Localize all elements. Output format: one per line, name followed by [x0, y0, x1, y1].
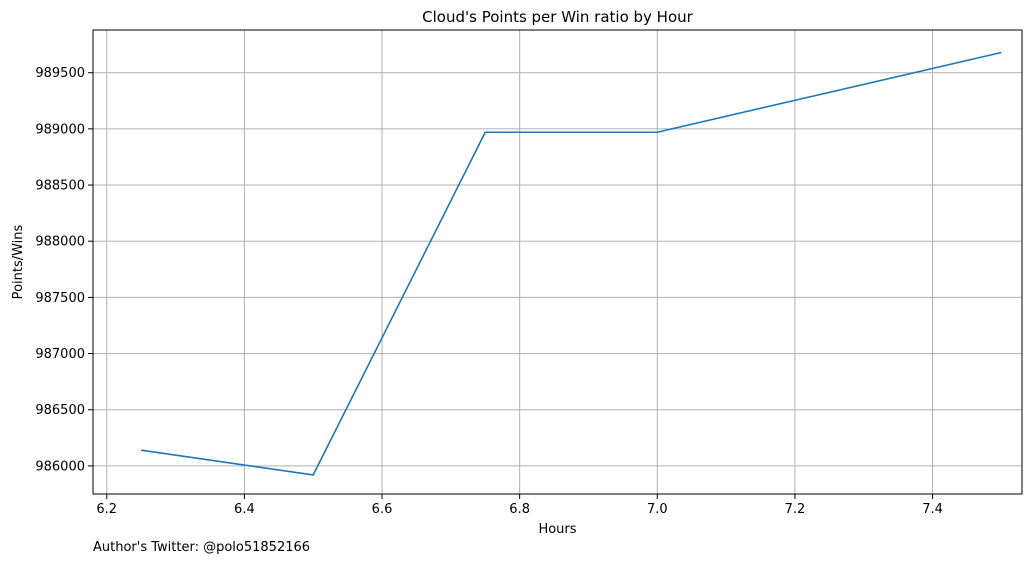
x-tick-label: 6.4: [234, 502, 255, 517]
chart-title: Cloud's Points per Win ratio by Hour: [422, 8, 693, 26]
y-axis-ticks: 986000 986500 987000 987500 988000 988500 9890…: [35, 66, 93, 474]
x-tick-label: 7.4: [922, 502, 943, 517]
series-layer: [141, 51, 1002, 476]
y-tick-label: 986000: [35, 459, 85, 474]
y-tick-label: 988500: [35, 179, 85, 194]
x-tick-label: 7.0: [647, 502, 668, 517]
y-tick-label: 989500: [35, 66, 85, 81]
x-tick-label: 6.6: [372, 502, 393, 517]
author-twitter-note: Author's Twitter: @polo51852166: [93, 540, 310, 555]
y-tick-label: 988000: [35, 235, 85, 250]
y-tick-label: 986500: [35, 403, 85, 418]
series-line: [141, 51, 1002, 476]
y-tick-label: 989000: [35, 122, 85, 137]
x-axis-ticks: 6.2 6.4 6.6 6.8 7.0 7.2 7.4: [96, 494, 943, 517]
plot-frame: [92, 29, 1023, 495]
y-tick-label: 987000: [35, 347, 85, 362]
x-axis-title: Hours: [538, 522, 576, 537]
x-tick-label: 7.2: [785, 502, 806, 517]
x-tick-label: 6.8: [509, 502, 530, 517]
y-axis-title: Points/Wins: [11, 224, 26, 299]
x-tick-label: 6.2: [96, 502, 117, 517]
y-tick-label: 987500: [35, 291, 85, 306]
grid: [93, 30, 1022, 494]
